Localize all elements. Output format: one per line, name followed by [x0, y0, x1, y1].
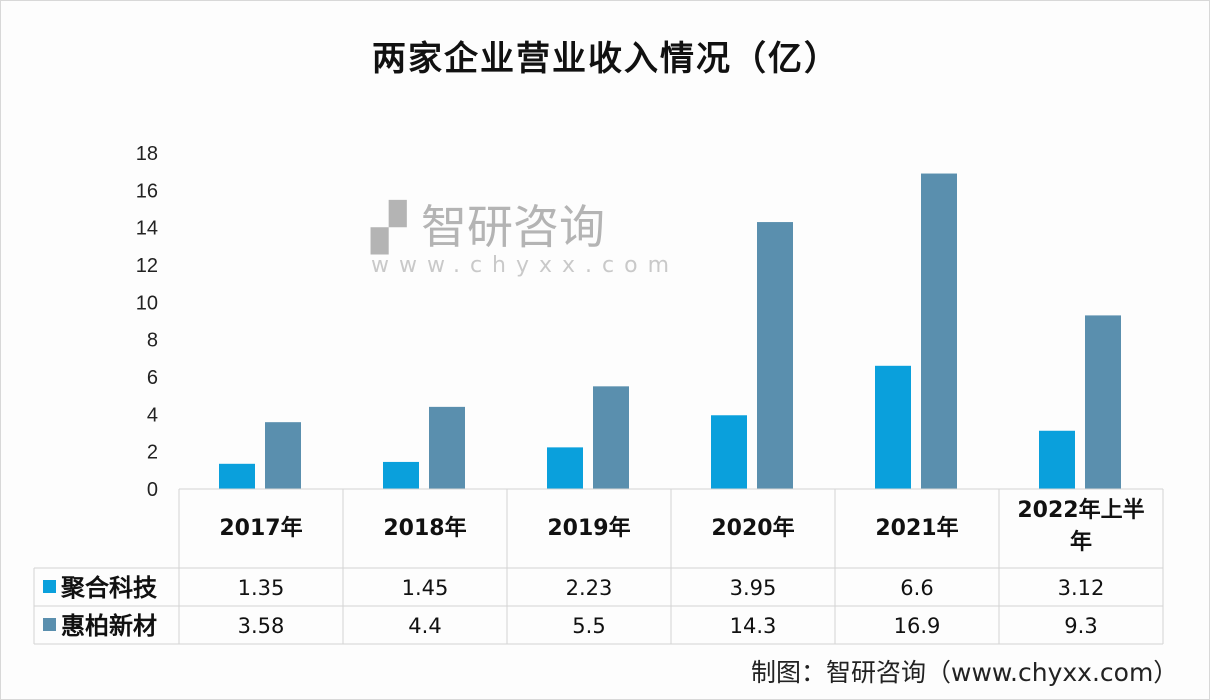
- data-label: 2.23: [566, 576, 613, 600]
- data-label: 1.35: [238, 576, 285, 600]
- legend-swatch: [43, 618, 56, 631]
- data-label: 3.12: [1058, 576, 1105, 600]
- x-category-label: 2020年: [711, 515, 794, 541]
- data-label: 6.6: [900, 576, 933, 600]
- y-tick-label: 4: [147, 404, 158, 426]
- x-category-label: 2019年: [547, 515, 630, 541]
- bar-huibai: [757, 222, 793, 490]
- source-note: 制图：智研咨询（www.chyxx.com）: [751, 658, 1179, 687]
- bar-huibai: [593, 386, 629, 489]
- y-tick-label: 2: [147, 442, 158, 464]
- y-tick-label: 18: [136, 143, 158, 165]
- x-category-label: 2018年: [383, 515, 466, 541]
- bar-huibai: [921, 173, 957, 490]
- bar-huibai: [1085, 315, 1121, 489]
- y-tick-label: 16: [136, 180, 158, 202]
- data-label: 4.4: [408, 614, 441, 638]
- y-tick-label: 12: [136, 255, 158, 277]
- data-label: 3.95: [730, 576, 777, 600]
- y-tick-label: 6: [147, 367, 158, 389]
- x-category-label: 2017年: [219, 515, 302, 541]
- y-tick-label: 14: [136, 218, 158, 240]
- data-label: 3.58: [238, 614, 285, 638]
- bar-juhe: [711, 415, 747, 489]
- y-tick-label: 10: [136, 292, 158, 314]
- legend-swatch: [43, 580, 56, 593]
- data-label: 5.5: [572, 614, 605, 638]
- chart-title: 两家企业营业收入情况（亿）: [372, 39, 840, 79]
- data-label: 1.45: [402, 576, 449, 600]
- data-label: 16.9: [894, 614, 941, 638]
- bar-juhe: [219, 463, 255, 489]
- bar-juhe: [875, 365, 911, 489]
- data-label: 14.3: [730, 614, 777, 638]
- y-tick-label: 8: [147, 330, 158, 352]
- data-label: 9.3: [1064, 614, 1097, 638]
- x-category-label: 2021年: [875, 515, 958, 541]
- bar-juhe: [1039, 430, 1075, 489]
- bar-juhe: [383, 461, 419, 489]
- bar-huibai: [429, 406, 465, 489]
- bar-huibai: [265, 422, 301, 489]
- x-category-label: 年: [1070, 529, 1092, 555]
- bar-juhe: [547, 447, 583, 489]
- legend-label: 聚合科技: [60, 574, 158, 602]
- y-tick-label: 0: [147, 479, 158, 501]
- x-category-label: 2022年上半: [1017, 497, 1144, 523]
- legend-label: 惠柏新材: [61, 612, 157, 640]
